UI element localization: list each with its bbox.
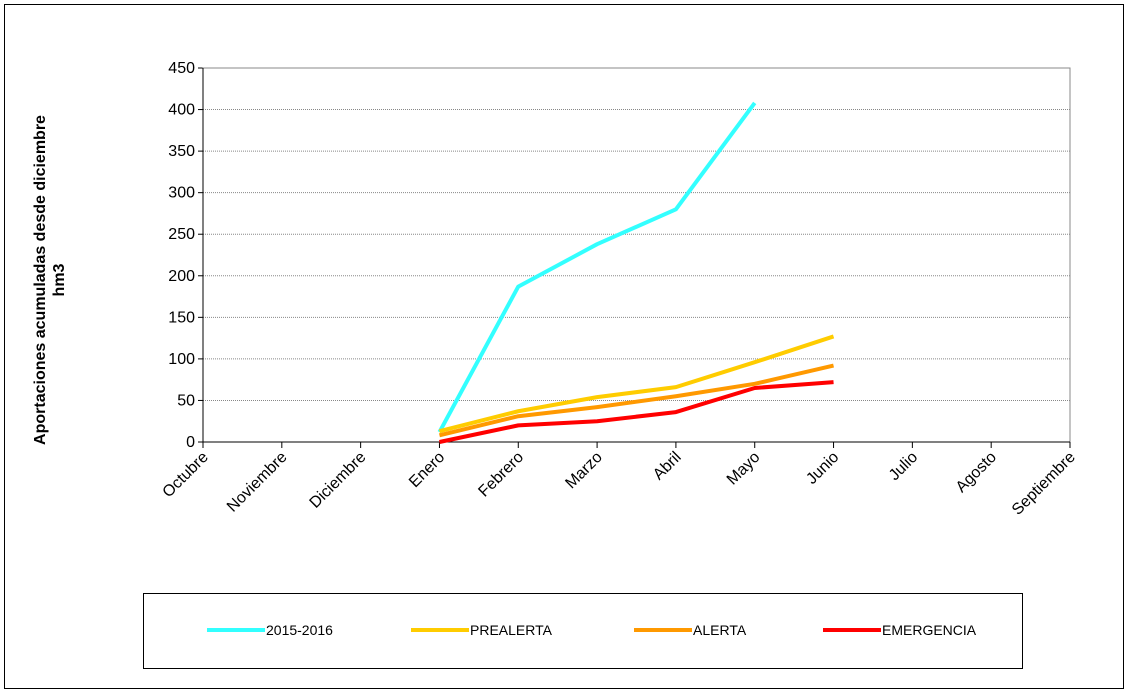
- legend-label: EMERGENCIA: [882, 622, 977, 638]
- y-tick-label: 300: [168, 185, 195, 202]
- y-tick-label: 350: [168, 143, 195, 160]
- series-line: [437, 101, 757, 433]
- y-tick-label: 150: [168, 309, 195, 326]
- series-line: [439, 380, 834, 444]
- chart-frame: [4, 4, 1124, 689]
- y-tick-label: 100: [168, 351, 195, 368]
- y-axis-title: Aportaciones acumuladas desde diciembre: [32, 115, 49, 445]
- y-axis-title: hm3: [51, 263, 68, 296]
- legend-label: 2015-2016: [266, 622, 333, 638]
- y-tick-label: 450: [168, 60, 195, 77]
- y-tick-label: 0: [186, 434, 195, 451]
- y-tick-label: 250: [168, 226, 195, 243]
- series-line: [438, 334, 835, 434]
- series-line: [438, 363, 834, 438]
- y-tick-label: 50: [177, 392, 195, 409]
- y-tick-label: 200: [168, 268, 195, 285]
- legend-label: ALERTA: [693, 622, 747, 638]
- y-tick-label: 400: [168, 102, 195, 119]
- legend-label: PREALERTA: [470, 622, 553, 638]
